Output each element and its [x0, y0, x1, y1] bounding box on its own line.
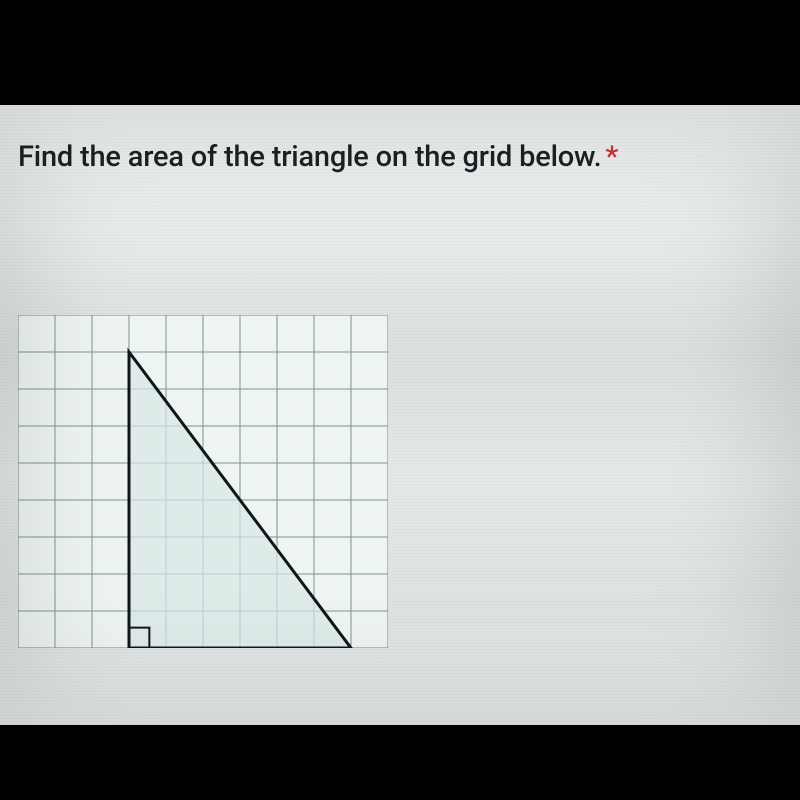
required-asterisk: *: [605, 140, 618, 174]
question-text: Find the area of the triangle on the gri…: [18, 140, 618, 174]
photo-frame: Find the area of the triangle on the gri…: [0, 0, 800, 800]
triangle-grid-diagram: [18, 315, 388, 648]
content-area: Find the area of the triangle on the gri…: [0, 105, 800, 725]
grid-wrapper: [18, 315, 388, 648]
question-label: Find the area of the triangle on the gri…: [18, 140, 601, 174]
